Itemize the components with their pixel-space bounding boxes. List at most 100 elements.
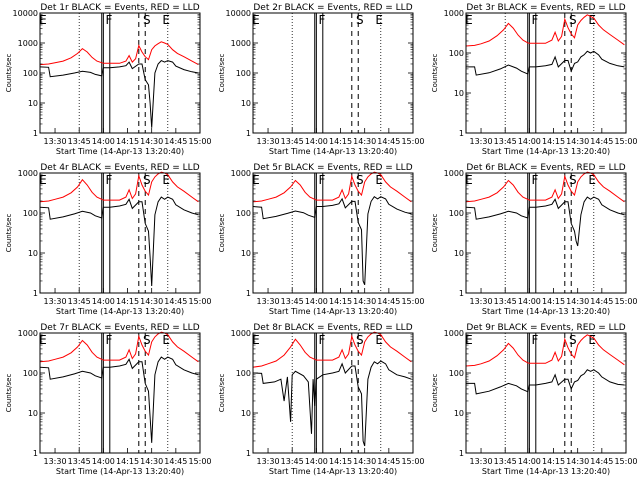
event-marker-s: S [356,173,364,187]
x-tick-label: 13:30 [44,137,67,146]
event-marker-e: E [252,333,260,347]
x-axis-label: Start Time (14-Apr-13 13:20:40) [482,467,610,476]
x-tick-label: 14:45 [377,457,400,466]
y-tick-label: 100 [449,369,464,378]
x-tick-label: 13:30 [470,297,493,306]
event-marker-s: S [143,13,151,27]
event-marker-e: E [588,173,596,187]
panel-title: Det 1r BLACK = Events, RED = LLD [40,3,199,13]
x-tick-label: 13:45 [68,297,91,306]
panel-title: Det 8r BLACK = Events, RED = LLD [253,323,412,333]
y-tick-label: 1 [459,289,464,298]
event-marker-e: E [465,333,473,347]
x-tick-label: 15:00 [614,457,637,466]
event-marker-f: F [106,173,113,187]
x-tick-label: 14:45 [590,297,613,306]
event-marker-e: E [39,13,47,27]
event-marker-e: E [588,13,596,27]
event-marker-e: E [465,13,473,27]
x-tick-label: 14:15 [329,137,352,146]
y-tick-label: 1000 [231,169,251,178]
y-tick-label: 100 [23,209,38,218]
plot-frame [39,172,201,294]
y-tick-label: 1000 [18,329,38,338]
events-series-line [465,196,625,247]
event-marker-e: E [162,173,170,187]
event-marker-s: S [569,173,577,187]
event-marker-e: E [375,333,383,347]
events-series-line [39,196,199,287]
x-tick-label: 15:00 [401,137,424,146]
event-marker-e: E [162,333,170,347]
y-axis-label: Counts/sec [431,374,439,413]
x-tick-label: 14:15 [542,457,565,466]
x-tick-label: 14:30 [140,137,163,146]
event-marker-e: E [162,13,170,27]
y-tick-label: 100 [449,49,464,58]
lld-series-line [39,331,199,363]
x-tick-label: 13:45 [494,297,517,306]
y-tick-label: 1 [459,129,464,138]
y-axis-label: Counts/sec [431,54,439,93]
x-tick-label: 13:30 [470,457,493,466]
y-tick-label: 10 [241,249,251,258]
x-tick-label: 13:45 [281,137,304,146]
y-tick-label: 10 [454,409,464,418]
panel-title: Det 6r BLACK = Events, RED = LLD [466,163,625,173]
x-axis-label: Start Time (14-Apr-13 13:20:40) [482,307,610,316]
y-tick-label: 1 [246,129,251,138]
events-series-line [39,59,199,128]
x-tick-label: 14:15 [116,457,139,466]
x-tick-label: 14:15 [329,457,352,466]
y-tick-label: 1000 [231,39,251,48]
y-axis-label: Counts/sec [218,374,226,413]
y-tick-label: 100 [23,369,38,378]
x-tick-label: 14:30 [353,297,376,306]
x-tick-label: 13:30 [257,457,280,466]
y-tick-label: 1 [459,449,464,458]
plot-frame [465,172,627,294]
x-tick-label: 14:45 [590,137,613,146]
panel-title: Det 3r BLACK = Events, RED = LLD [466,3,625,13]
event-marker-f: F [532,333,539,347]
plot-frame [465,332,627,454]
x-tick-label: 14:45 [164,297,187,306]
x-tick-label: 15:00 [188,297,211,306]
x-tick-label: 14:00 [92,297,115,306]
event-marker-s: S [143,173,151,187]
x-tick-label: 13:30 [470,137,493,146]
y-tick-label: 10 [28,249,38,258]
event-marker-e: E [465,173,473,187]
x-tick-label: 15:00 [614,137,637,146]
x-tick-label: 14:15 [116,137,139,146]
x-tick-label: 13:30 [257,297,280,306]
y-tick-label: 100 [236,69,251,78]
event-marker-e: E [39,173,47,187]
event-marker-f: F [319,13,326,27]
event-marker-f: F [532,173,539,187]
y-axis-label: Counts/sec [218,214,226,253]
x-tick-label: 13:45 [494,457,517,466]
x-tick-label: 14:45 [377,297,400,306]
y-axis-label: Counts/sec [5,54,13,93]
y-tick-label: 10000 [226,9,251,18]
panel-title: Det 9r BLACK = Events, RED = LLD [466,323,625,333]
events-series-line [252,360,412,447]
y-tick-label: 10 [241,99,251,108]
lld-series-line [252,171,412,203]
panel-title: Det 7r BLACK = Events, RED = LLD [40,323,199,333]
event-marker-e: E [39,333,47,347]
event-marker-s: S [356,333,364,347]
x-tick-label: 15:00 [401,297,424,306]
x-tick-label: 14:45 [377,137,400,146]
y-tick-label: 1000 [18,169,38,178]
x-tick-label: 13:45 [281,297,304,306]
x-tick-label: 13:30 [44,457,67,466]
x-tick-label: 13:30 [257,137,280,146]
